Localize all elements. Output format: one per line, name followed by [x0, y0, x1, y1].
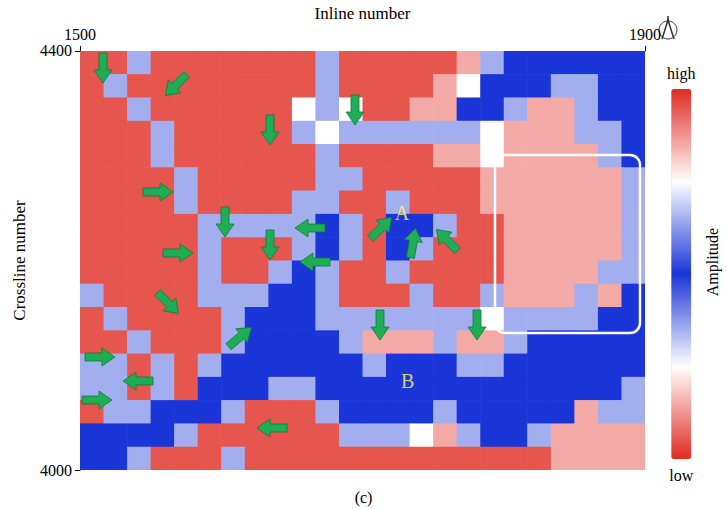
svg-text:low: low: [669, 467, 693, 484]
svg-text:1900: 1900: [629, 26, 661, 43]
svg-text:B: B: [401, 370, 414, 392]
svg-text:Crossline number: Crossline number: [10, 200, 29, 321]
svg-text:(c): (c): [355, 489, 373, 507]
svg-text:A: A: [395, 202, 410, 224]
svg-text:1500: 1500: [64, 26, 96, 43]
svg-text:4000: 4000: [40, 462, 72, 479]
svg-text:high: high: [667, 65, 695, 83]
svg-text:4400: 4400: [40, 42, 72, 59]
svg-text:Inline number: Inline number: [315, 4, 411, 23]
svg-text:Amplitude: Amplitude: [704, 228, 722, 296]
